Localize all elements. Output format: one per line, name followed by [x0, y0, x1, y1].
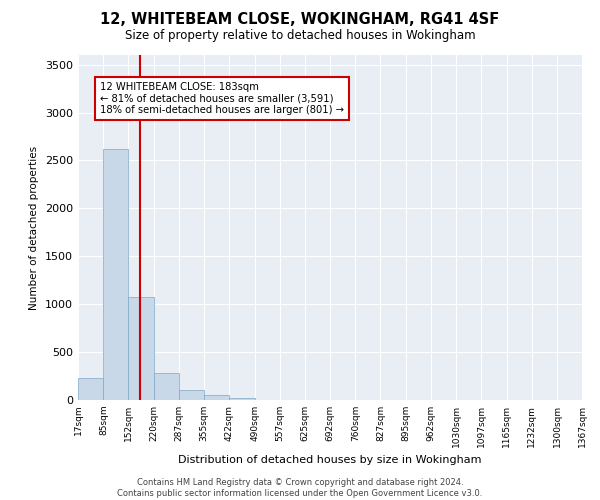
X-axis label: Distribution of detached houses by size in Wokingham: Distribution of detached houses by size … — [178, 456, 482, 466]
Bar — [204, 394, 229, 400]
Bar — [229, 398, 254, 400]
Text: Size of property relative to detached houses in Wokingham: Size of property relative to detached ho… — [125, 29, 475, 42]
Bar — [103, 149, 128, 400]
Text: Contains HM Land Registry data © Crown copyright and database right 2024.
Contai: Contains HM Land Registry data © Crown c… — [118, 478, 482, 498]
Bar — [179, 390, 204, 400]
Text: 12 WHITEBEAM CLOSE: 183sqm
← 81% of detached houses are smaller (3,591)
18% of s: 12 WHITEBEAM CLOSE: 183sqm ← 81% of deta… — [100, 82, 344, 115]
Bar — [78, 378, 103, 400]
Y-axis label: Number of detached properties: Number of detached properties — [29, 146, 40, 310]
Text: 12, WHITEBEAM CLOSE, WOKINGHAM, RG41 4SF: 12, WHITEBEAM CLOSE, WOKINGHAM, RG41 4SF — [100, 12, 500, 28]
Bar — [128, 296, 154, 400]
Bar — [154, 373, 179, 400]
